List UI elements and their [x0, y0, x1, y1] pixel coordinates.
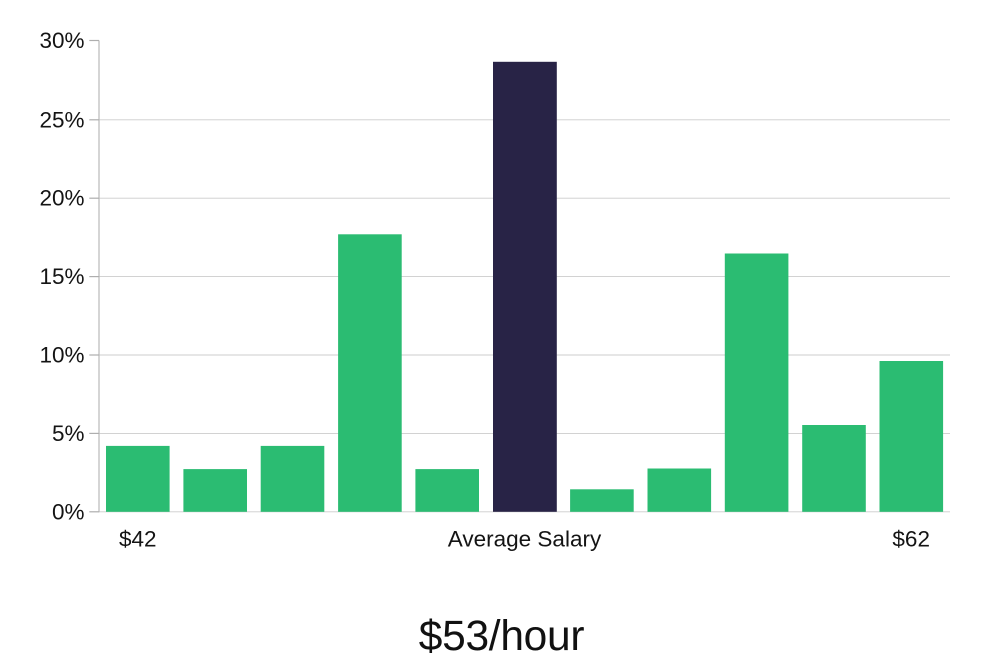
svg-text:$42: $42: [119, 527, 157, 552]
svg-text:20%: 20%: [39, 186, 84, 211]
svg-text:10%: 10%: [39, 343, 84, 368]
svg-text:25%: 25%: [39, 107, 84, 132]
svg-text:$53/hour: $53/hour: [419, 613, 585, 660]
svg-text:0%: 0%: [52, 499, 85, 524]
svg-text:5%: 5%: [52, 421, 85, 446]
svg-text:$62: $62: [892, 527, 930, 552]
svg-text:30%: 30%: [39, 28, 84, 53]
svg-text:Average Salary: Average Salary: [448, 527, 602, 552]
svg-text:15%: 15%: [39, 264, 84, 289]
